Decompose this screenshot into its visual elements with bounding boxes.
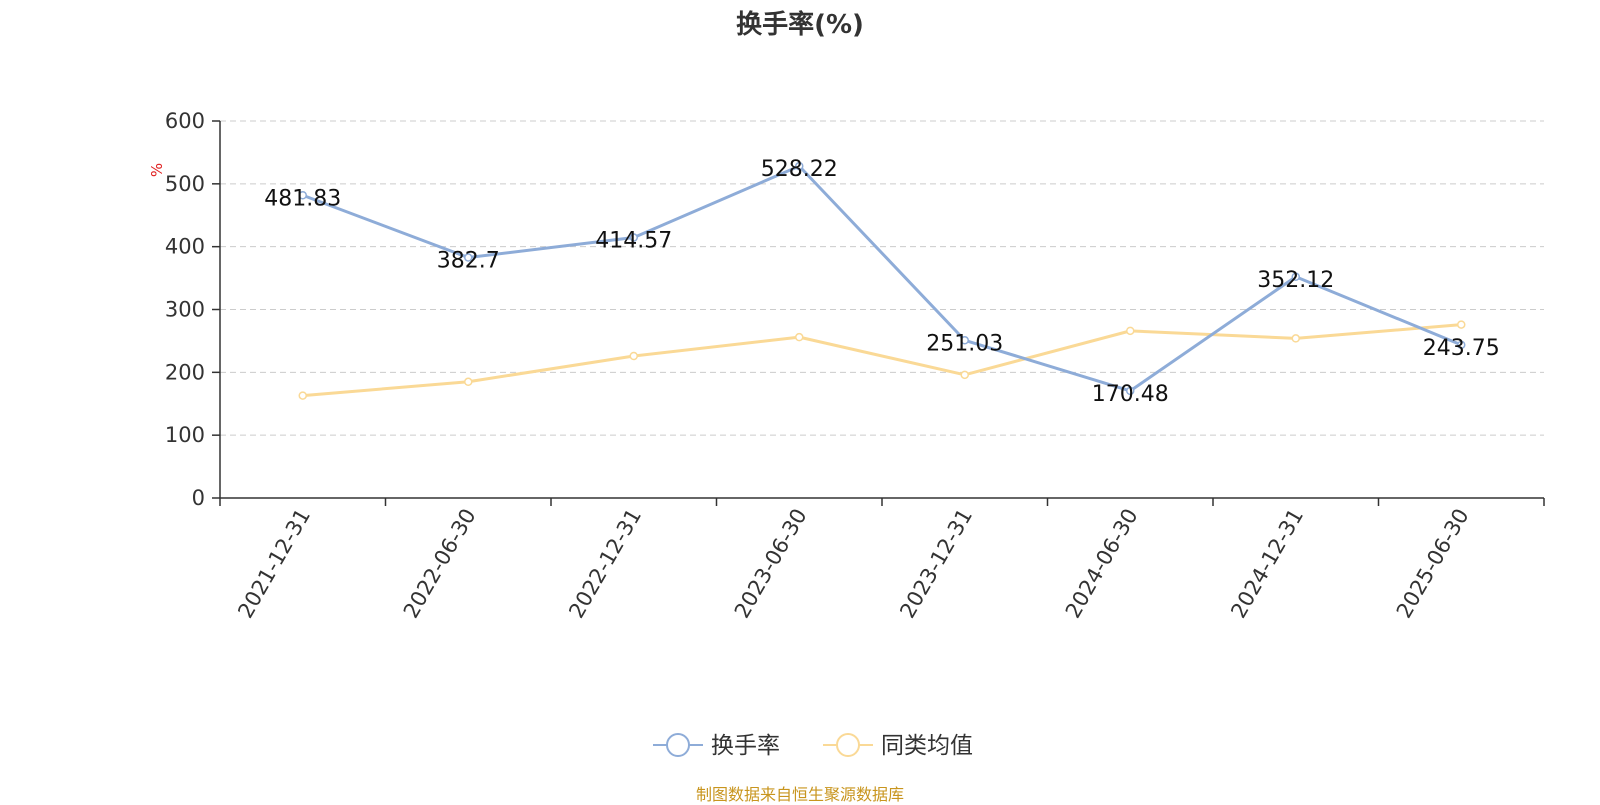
legend-marker — [666, 733, 690, 757]
data-point — [464, 377, 473, 387]
y-tick-label: 600 — [165, 109, 205, 133]
data-point — [1457, 320, 1466, 329]
legend-marker — [836, 733, 860, 757]
x-tick-label: 2023-12-31 — [895, 505, 977, 623]
data-point — [629, 351, 638, 361]
data-point — [298, 391, 307, 400]
data-label: 481.83 — [264, 186, 341, 211]
grid-lines — [220, 120, 1544, 436]
x-tick-label: 2022-06-30 — [399, 505, 481, 623]
data-point — [1126, 386, 1135, 396]
series-line-1 — [302, 323, 1462, 398]
legend-label: 同类均值 — [881, 733, 973, 759]
axes: 0 100 200 300 400 500 600% 2021-12-31 2022-06-30… — [148, 109, 1545, 623]
x-tick-label: 2023-06-30 — [730, 505, 812, 623]
y-axis-label: % — [148, 163, 166, 177]
data-point — [464, 253, 473, 262]
data-point — [298, 191, 307, 200]
legend[interactable]: 换手率 同类均值 — [653, 733, 973, 759]
x-tick-label: 2024-12-31 — [1226, 505, 1308, 623]
source-note: 制图数据来自恒生聚源数据库 — [695, 785, 904, 804]
data-point — [1291, 272, 1300, 282]
data-point — [1291, 334, 1300, 343]
legend-label: 换手率 — [711, 733, 780, 759]
data-point — [1126, 326, 1135, 336]
data-point — [795, 332, 804, 342]
y-tick-label: 100 — [165, 423, 205, 447]
x-tick-label: 2021-12-31 — [233, 505, 315, 623]
data-label: 528.22 — [761, 157, 838, 182]
chart-title: 换手率(%) — [736, 10, 864, 40]
legend-item-1[interactable]: 同类均值 — [823, 733, 973, 759]
data-label: 251.03 — [926, 331, 1003, 356]
series-line-0 — [302, 164, 1462, 393]
series-lines — [298, 161, 1466, 400]
data-point — [1457, 340, 1466, 350]
data-label: 382.7 — [437, 249, 500, 274]
data-labels: 481.83 382.7 414.57 528.22 251.03 170.48 352.1… — [264, 157, 1499, 407]
data-label: 243.75 — [1423, 336, 1500, 361]
x-tick-label: 2025-06-30 — [1392, 505, 1474, 623]
data-point — [629, 233, 638, 242]
y-tick-label: 300 — [165, 298, 205, 322]
data-label: 414.57 — [595, 229, 672, 254]
data-point — [795, 161, 804, 171]
y-tick-label: 200 — [165, 360, 205, 384]
y-tick-label: 400 — [165, 235, 205, 259]
y-tick-label: 0 — [192, 486, 205, 510]
data-point — [960, 336, 969, 345]
legend-item-0[interactable]: 换手率 — [653, 733, 780, 759]
data-label: 352.12 — [1257, 268, 1334, 293]
data-label: 170.48 — [1092, 382, 1169, 407]
data-point — [960, 370, 969, 380]
x-tick-label: 2022-12-31 — [564, 505, 646, 623]
x-tick-label: 2024-06-30 — [1061, 505, 1143, 623]
y-tick-label: 500 — [165, 172, 205, 196]
